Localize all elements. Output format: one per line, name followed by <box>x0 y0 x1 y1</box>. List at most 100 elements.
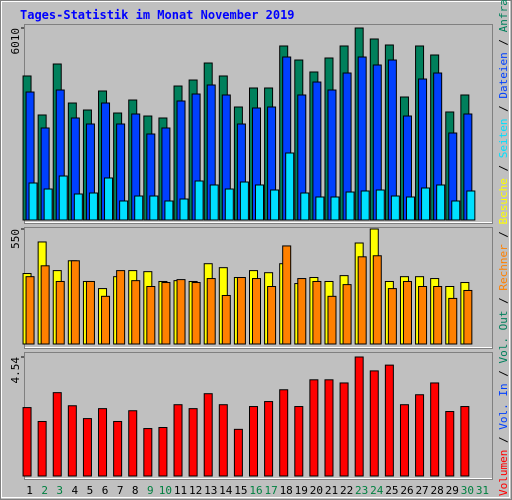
bar <box>116 270 126 345</box>
legend-entry: Vol. In <box>497 383 510 429</box>
x-tick-label: 28 <box>431 484 444 497</box>
bar <box>252 278 261 345</box>
bar <box>267 286 277 345</box>
bar <box>37 420 47 477</box>
bar <box>300 192 310 221</box>
bar <box>239 181 249 221</box>
legend-entry: Rechner <box>497 244 510 291</box>
x-tick-label: 29 <box>446 484 459 497</box>
bar <box>173 404 183 477</box>
bar <box>309 379 319 477</box>
legend-entry: Dateien <box>497 52 510 98</box>
bar <box>354 356 364 477</box>
bar <box>255 184 264 221</box>
bar <box>369 370 379 477</box>
bar <box>85 280 95 345</box>
bar <box>270 189 280 221</box>
bar <box>113 420 123 477</box>
legend-entry: Vol. Out <box>497 311 510 364</box>
x-tick-label: 20 <box>310 484 323 497</box>
bar <box>191 282 201 345</box>
bar <box>149 195 159 221</box>
bar <box>430 382 440 477</box>
bar <box>418 286 428 345</box>
bar <box>415 394 425 477</box>
bar <box>315 196 325 221</box>
bar <box>43 188 53 221</box>
legend-entry: Besuche <box>497 178 510 224</box>
bar <box>279 389 289 477</box>
bar <box>312 280 322 345</box>
bar <box>194 180 204 221</box>
x-tick-label: 17 <box>264 484 277 497</box>
bar <box>131 280 141 345</box>
bar <box>104 177 114 221</box>
bar <box>128 410 138 477</box>
x-tick-label: 15 <box>234 484 247 497</box>
x-tick-label: 10 <box>159 484 172 497</box>
bar <box>67 405 77 477</box>
x-tick-label: 3 <box>56 484 63 497</box>
bar <box>339 382 349 477</box>
bar <box>73 193 83 221</box>
bar <box>324 379 334 477</box>
bar <box>70 260 80 345</box>
bar <box>294 406 304 477</box>
x-tick-label: 8 <box>132 484 139 497</box>
x-tick-label: 7 <box>117 484 124 497</box>
legend-separator: / <box>497 39 510 46</box>
x-tick-label: 27 <box>415 484 428 497</box>
bar <box>233 428 243 477</box>
bar <box>28 182 38 221</box>
x-tick-label: 12 <box>189 484 202 497</box>
bar <box>236 277 246 345</box>
x-tick-label: 6 <box>102 484 109 497</box>
bar <box>327 295 337 345</box>
x-tick-label: 4 <box>72 484 79 497</box>
bar <box>218 404 228 477</box>
bar <box>372 255 382 345</box>
bar <box>285 152 295 221</box>
bar <box>221 294 231 345</box>
x-tick-label: 13 <box>204 484 217 497</box>
bar <box>88 192 98 221</box>
bar <box>40 265 50 345</box>
bar <box>164 200 174 221</box>
bar <box>402 280 412 345</box>
bar <box>179 198 189 221</box>
x-tick-label: 2 <box>41 484 48 497</box>
bar <box>55 280 65 345</box>
x-tick-label: 11 <box>174 484 187 497</box>
x-tick-label: 23 <box>355 484 368 497</box>
x-tick-label: 30 <box>461 484 474 497</box>
legend-entry: Seiten <box>497 118 510 158</box>
bar <box>249 406 258 477</box>
legend: Volumen / Vol. In / Vol. Out / Rechner /… <box>497 0 510 496</box>
bar <box>209 184 219 221</box>
bar <box>297 278 307 345</box>
bar <box>58 175 68 221</box>
bar <box>161 282 171 345</box>
bar <box>282 245 292 345</box>
bar <box>264 401 274 477</box>
bar <box>82 418 92 477</box>
bar <box>188 408 198 477</box>
chart-title: Tages-Statistik im Monat November 2019 <box>20 8 295 22</box>
bar <box>375 189 385 221</box>
x-tick-label: 24 <box>370 484 384 497</box>
bar <box>451 200 461 221</box>
bar <box>98 408 108 477</box>
bar <box>460 406 470 477</box>
bar <box>436 184 446 221</box>
y-tick-label: 550 <box>9 229 22 249</box>
bar <box>463 289 473 345</box>
legend-entry: Anfragen <box>497 0 510 32</box>
bar <box>448 297 458 345</box>
x-tick-label: 1 <box>26 484 33 497</box>
bar <box>360 190 370 221</box>
x-tick-label: 14 <box>219 484 233 497</box>
legend-separator: / <box>497 165 510 172</box>
x-tick-label: 26 <box>400 484 413 497</box>
bar <box>52 392 62 477</box>
